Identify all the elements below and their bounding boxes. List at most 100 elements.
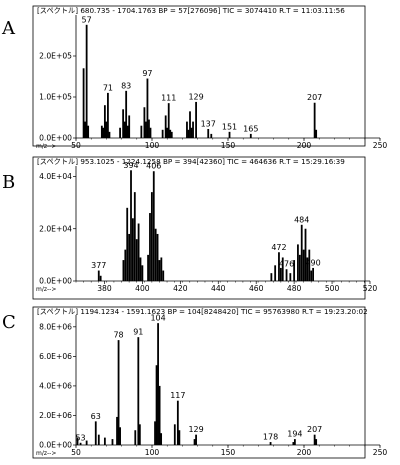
peak-bar	[195, 101, 197, 138]
peak-label: 104	[150, 314, 165, 323]
peak-bar	[161, 129, 164, 138]
peak-label: 194	[287, 430, 302, 439]
x-tick-label: 100	[145, 141, 160, 150]
peak-label: 151	[222, 122, 237, 131]
peak-bar	[186, 121, 188, 138]
peak-bar	[97, 270, 100, 281]
peak-bar	[176, 400, 179, 445]
peak-bar	[170, 131, 173, 138]
peak-bar	[285, 269, 288, 281]
panel-letter-c: C	[2, 312, 16, 333]
peak-bar	[137, 337, 140, 445]
x-tick-label: 50	[71, 141, 81, 150]
peak-label: 78	[113, 331, 123, 340]
spectrum-header: [スペクトル] 953.1025 - 1224.1258 BP = 394[42…	[37, 157, 345, 166]
peak-bar	[298, 254, 301, 281]
peak-bar	[155, 365, 158, 445]
peak-bars	[76, 323, 318, 445]
peak-bar	[102, 127, 105, 138]
peak-bar	[119, 127, 121, 138]
peak-bar	[315, 439, 318, 445]
peak-bar	[128, 233, 131, 281]
y-tick-label: 2.0E+06	[39, 411, 72, 420]
peak-bar	[128, 115, 131, 138]
peak-label: 117	[170, 391, 185, 400]
y-tick-label: 1.0E+05	[39, 93, 72, 102]
peak-bar	[148, 119, 150, 138]
y-tick-label: 0.0E+00	[39, 134, 72, 143]
peak-bar	[306, 257, 309, 281]
peak-bar	[313, 102, 316, 138]
peak-bar	[289, 273, 292, 281]
x-tick-label: 250	[373, 448, 388, 457]
peak-bar	[210, 133, 213, 138]
peak-bar	[274, 265, 277, 281]
peak-bar	[100, 125, 103, 138]
peak-label: 71	[103, 83, 113, 92]
peak-bar	[145, 121, 147, 138]
peak-bar	[111, 439, 114, 445]
peak-bar	[126, 125, 129, 138]
peak-bar	[105, 121, 108, 138]
peak-bar	[125, 90, 128, 138]
panel-frame	[32, 306, 366, 459]
y-tick-label: 2.0E+04	[39, 224, 72, 233]
peak-label: 91	[133, 328, 143, 337]
peak-bar	[122, 109, 125, 138]
peak-bar	[195, 434, 197, 445]
peak-bar	[158, 260, 161, 281]
peak-bar	[192, 121, 194, 138]
peak-bar	[193, 439, 196, 445]
peak-bar	[146, 78, 149, 138]
peak-bar	[137, 223, 140, 281]
peak-bar	[281, 257, 284, 281]
peak-bar	[300, 224, 303, 281]
peak-bar	[103, 105, 106, 138]
x-unit-label: m/z-->	[36, 143, 56, 150]
peak-label: 484	[294, 215, 309, 224]
peak-bar	[249, 133, 252, 138]
y-tick-label: 2.0E+05	[39, 52, 72, 61]
peak-bar	[99, 275, 102, 281]
peak-bar	[124, 249, 127, 281]
peak-label: 83	[121, 81, 131, 90]
peak-bar	[292, 442, 295, 445]
peak-bar	[164, 115, 167, 138]
y-tick-label: 8.0E+06	[39, 322, 72, 331]
peak-bar	[97, 434, 100, 445]
panel-letter-a: A	[2, 18, 15, 39]
peak-bar	[157, 323, 159, 445]
x-tick-label: 200	[297, 448, 312, 457]
y-tick-label: 4.0E+04	[39, 172, 72, 181]
peak-bar	[158, 385, 161, 445]
x-tick-label: 500	[325, 284, 340, 293]
peak-label: 476	[279, 260, 294, 269]
panel-letter-b: B	[2, 172, 16, 193]
peak-bar	[107, 92, 109, 138]
peak-bar	[108, 131, 111, 138]
peak-bar	[82, 68, 85, 138]
peak-bar	[190, 127, 193, 138]
peak-bar	[187, 129, 190, 138]
x-unit-label: m/z-->	[36, 450, 56, 457]
peak-bar	[312, 267, 314, 281]
peak-bar	[147, 254, 149, 281]
peak-bar	[270, 273, 273, 281]
peak-bar	[310, 270, 313, 281]
spectrum-panel-c: [スペクトル] 1194.1234 - 1591.1623 BP = 104[8…	[32, 306, 388, 459]
y-tick-label: 4.0E+06	[39, 382, 72, 391]
x-tick-label: 440	[211, 284, 226, 293]
x-tick-label: 250	[373, 141, 388, 150]
peak-bar	[169, 129, 172, 138]
spectrum-header: [スペクトル] 680.735 - 1704.1763 BP = 57[2760…	[37, 6, 345, 15]
peak-bar	[313, 434, 316, 445]
x-tick-label: 520	[363, 284, 378, 293]
peak-label: 137	[201, 119, 216, 128]
peak-bar	[138, 424, 141, 445]
peak-bar	[76, 437, 79, 445]
peak-bar	[152, 171, 155, 281]
peak-label: 207	[307, 425, 322, 434]
peak-label: 97	[142, 69, 152, 78]
x-tick-label: 400	[135, 284, 150, 293]
peak-label: 406	[146, 162, 161, 171]
